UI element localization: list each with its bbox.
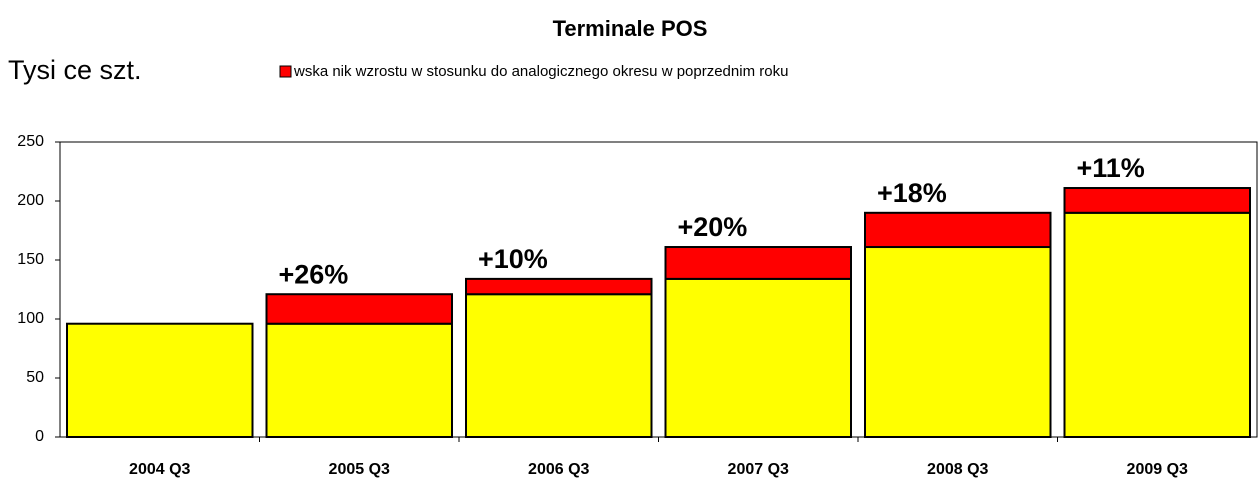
bar-segment xyxy=(664,246,852,280)
growth-label: +26% xyxy=(279,259,349,289)
x-tick-label: 2008 Q3 xyxy=(927,461,988,478)
y-tick-label: 250 xyxy=(17,133,44,150)
x-tick-label: 2009 Q3 xyxy=(1127,461,1188,478)
legend-swatch xyxy=(279,65,292,78)
growth-label: +18% xyxy=(877,178,947,208)
bar-segment xyxy=(265,293,453,325)
y-tick-label: 200 xyxy=(17,192,44,209)
y-tick-label: 0 xyxy=(35,428,44,445)
bar-segment xyxy=(864,211,1052,249)
growth-label: +10% xyxy=(478,244,548,274)
x-tick-label: 2005 Q3 xyxy=(329,461,390,478)
bar-segment xyxy=(465,277,653,296)
bar-segment xyxy=(465,293,653,438)
y-tick-label: 150 xyxy=(17,251,44,268)
y-axis-label: Tysi ce szt. xyxy=(8,55,142,85)
chart-title: Terminale POS xyxy=(553,16,708,41)
x-tick-label: 2004 Q3 xyxy=(129,461,190,478)
growth-label: +20% xyxy=(678,212,748,242)
bar-segment xyxy=(1063,211,1251,438)
legend-label: wska nik wzrostu w stosunku do analogicz… xyxy=(293,63,788,80)
x-tick-label: 2006 Q3 xyxy=(528,461,589,478)
bar-segment xyxy=(864,246,1052,438)
y-tick-label: 50 xyxy=(26,369,44,386)
x-tick-label: 2007 Q3 xyxy=(728,461,789,478)
y-tick-label: 100 xyxy=(17,310,44,327)
bar-segment xyxy=(265,322,453,438)
bar-segment xyxy=(1063,187,1251,214)
bar-segment xyxy=(66,322,254,438)
bar-segment xyxy=(664,277,852,438)
growth-label: +11% xyxy=(1077,153,1145,183)
